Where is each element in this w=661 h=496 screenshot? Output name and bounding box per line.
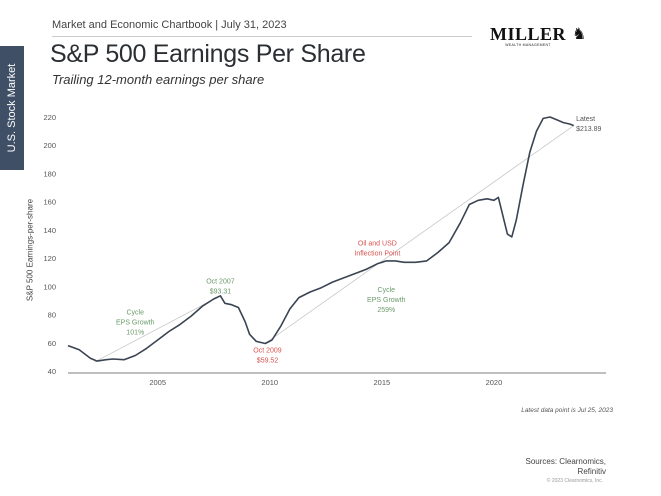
annotation-label: Inflection Point bbox=[354, 250, 400, 257]
page-title: S&P 500 Earnings Per Share bbox=[50, 40, 366, 68]
annotation-label: Cycle bbox=[378, 287, 396, 294]
annotation-label: Latest bbox=[576, 116, 595, 123]
annotation-label: Oct 2007 bbox=[206, 279, 235, 286]
annotation-label: Cycle bbox=[126, 310, 144, 317]
y-tick-label: 100 bbox=[43, 282, 56, 291]
annotation-label: Oil and USD bbox=[358, 240, 397, 247]
annotation-label: $93.31 bbox=[210, 289, 232, 296]
y-tick-label: 220 bbox=[43, 113, 56, 122]
eps-series-line bbox=[67, 116, 575, 362]
annotation-label: 259% bbox=[377, 307, 395, 314]
sources: Sources: Clearnomics, Refinitiv bbox=[526, 457, 606, 477]
annotation-label: EPS Growth bbox=[116, 320, 155, 327]
section-tab: U.S. Stock Market bbox=[0, 46, 24, 170]
page-subtitle: Trailing 12-month earnings per share bbox=[52, 72, 265, 87]
sources-line1: Sources: Clearnomics, bbox=[525, 457, 606, 466]
latest-data-note: Latest data point is Jul 25, 2023 bbox=[521, 407, 613, 414]
trend-line bbox=[265, 125, 574, 344]
annotation-label: 101% bbox=[126, 330, 144, 337]
y-tick-label: 180 bbox=[43, 169, 56, 178]
x-tick-label: 2005 bbox=[149, 378, 166, 387]
logo-name: MILLER bbox=[490, 24, 567, 44]
annotation-label: $59.52 bbox=[257, 358, 279, 365]
x-tick-label: 2015 bbox=[373, 378, 390, 387]
y-tick-label: 80 bbox=[48, 311, 56, 320]
sources-line2: Refinitiv bbox=[577, 467, 606, 476]
y-tick-label: 140 bbox=[43, 226, 56, 235]
chartbook-header: Market and Economic Chartbook | July 31,… bbox=[52, 19, 287, 31]
logo: MILLER WEALTH MANAGEMENT ♞ bbox=[490, 24, 586, 47]
y-tick-label: 160 bbox=[43, 198, 56, 207]
annotation-label: EPS Growth bbox=[367, 297, 406, 304]
logo-tagline: WEALTH MANAGEMENT bbox=[505, 43, 551, 47]
annotation-label: Oct 2009 bbox=[253, 348, 282, 355]
copyright: © 2023 Clearnomics, Inc. bbox=[546, 478, 603, 484]
y-tick-label: 40 bbox=[48, 367, 56, 376]
y-tick-label: 120 bbox=[43, 254, 56, 263]
annotation-label: $213.89 bbox=[576, 126, 601, 133]
trend-line bbox=[94, 295, 221, 363]
y-tick-label: 60 bbox=[48, 339, 56, 348]
y-tick-label: 200 bbox=[43, 141, 56, 150]
header-divider bbox=[52, 36, 472, 37]
lion-icon: ♞ bbox=[572, 26, 587, 43]
x-tick-label: 2010 bbox=[261, 378, 278, 387]
x-tick-label: 2020 bbox=[486, 378, 503, 387]
